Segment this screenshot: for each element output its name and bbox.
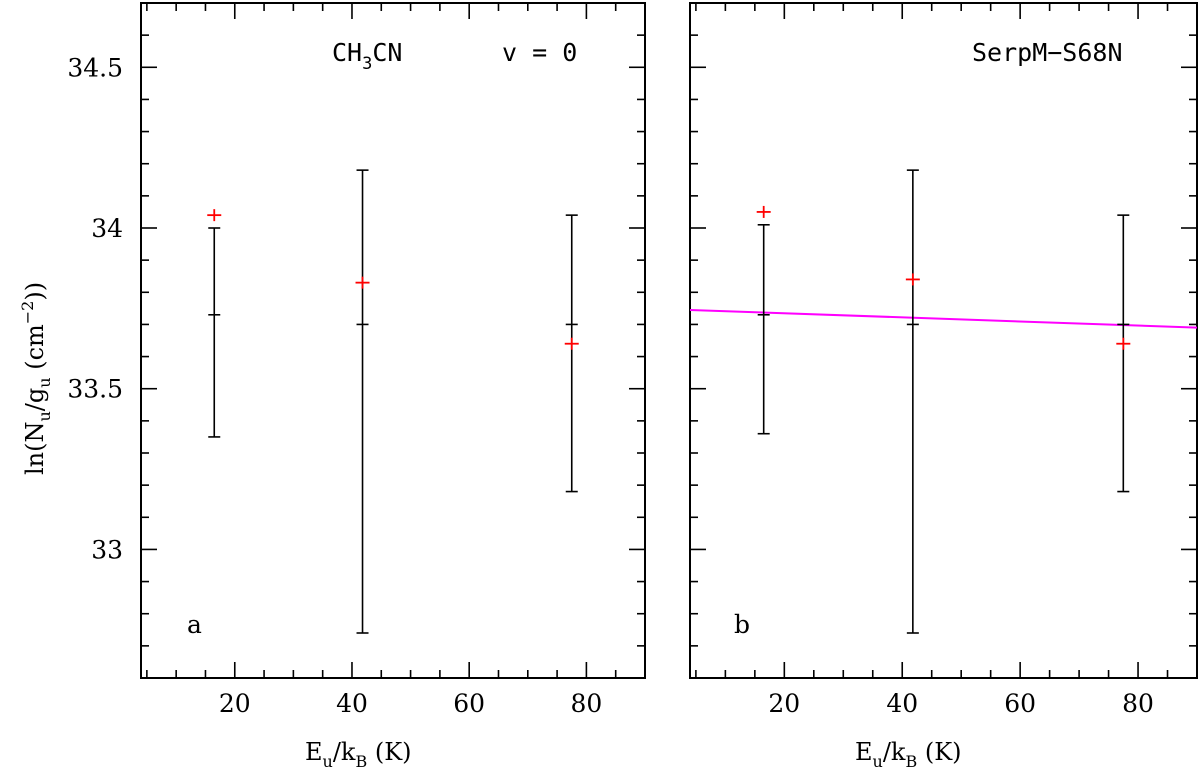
panel-b: 20 40 60 80 SerpM−S68N b Eu/kB (K): [689, 2, 1198, 771]
panel-a-tick-labels: 20 40 60 80 33 33.5 34 34.5: [67, 53, 602, 718]
panel-a-molecule-label: CH3CN: [332, 38, 402, 74]
x-tick-label: 20: [768, 689, 800, 718]
x-tick-label: 80: [1122, 689, 1154, 718]
x-tick-label: 60: [1004, 689, 1036, 718]
y-tick-label: 34.5: [67, 53, 123, 82]
panel-b-x-axis-label: Eu/kB (K): [855, 738, 962, 771]
panel-a-frame: [140, 2, 646, 679]
panel-a: 20 40 60 80 33 33.5 34 34.5 CH3CN v = 0 a Eu/kB…: [18, 2, 646, 771]
panel-a-letter: a: [187, 610, 202, 639]
panel-a-x-axis-label: Eu/kB (K): [305, 738, 412, 771]
x-tick-label: 20: [219, 689, 251, 718]
panel-b-ticks: [690, 2, 1198, 679]
panel-b-data-marks: [756, 169, 1131, 634]
y-tick-label: 33.5: [67, 375, 123, 404]
x-tick-label: 80: [570, 689, 602, 718]
panel-b-source-label: SerpM−S68N: [972, 38, 1123, 67]
panel-a-y-axis-label: ln(Nu/gu (cm−2)): [18, 282, 54, 475]
y-tick-label: 33: [91, 535, 123, 564]
x-tick-label: 60: [453, 689, 485, 718]
panel-b-tick-labels: 20 40 60 80: [768, 689, 1154, 718]
panel-a-state-label: v = 0: [502, 38, 577, 67]
y-tick-label: 34: [91, 214, 123, 243]
panel-b-letter: b: [734, 610, 750, 639]
fit-line: [689, 308, 1198, 329]
x-tick-label: 40: [886, 689, 918, 718]
x-tick-label: 40: [336, 689, 368, 718]
panel-b-fit-line-group: [689, 308, 1198, 329]
panel-b-frame: [689, 2, 1198, 679]
panel-a-data-marks: [207, 169, 579, 634]
panel-a-ticks: [141, 2, 646, 679]
